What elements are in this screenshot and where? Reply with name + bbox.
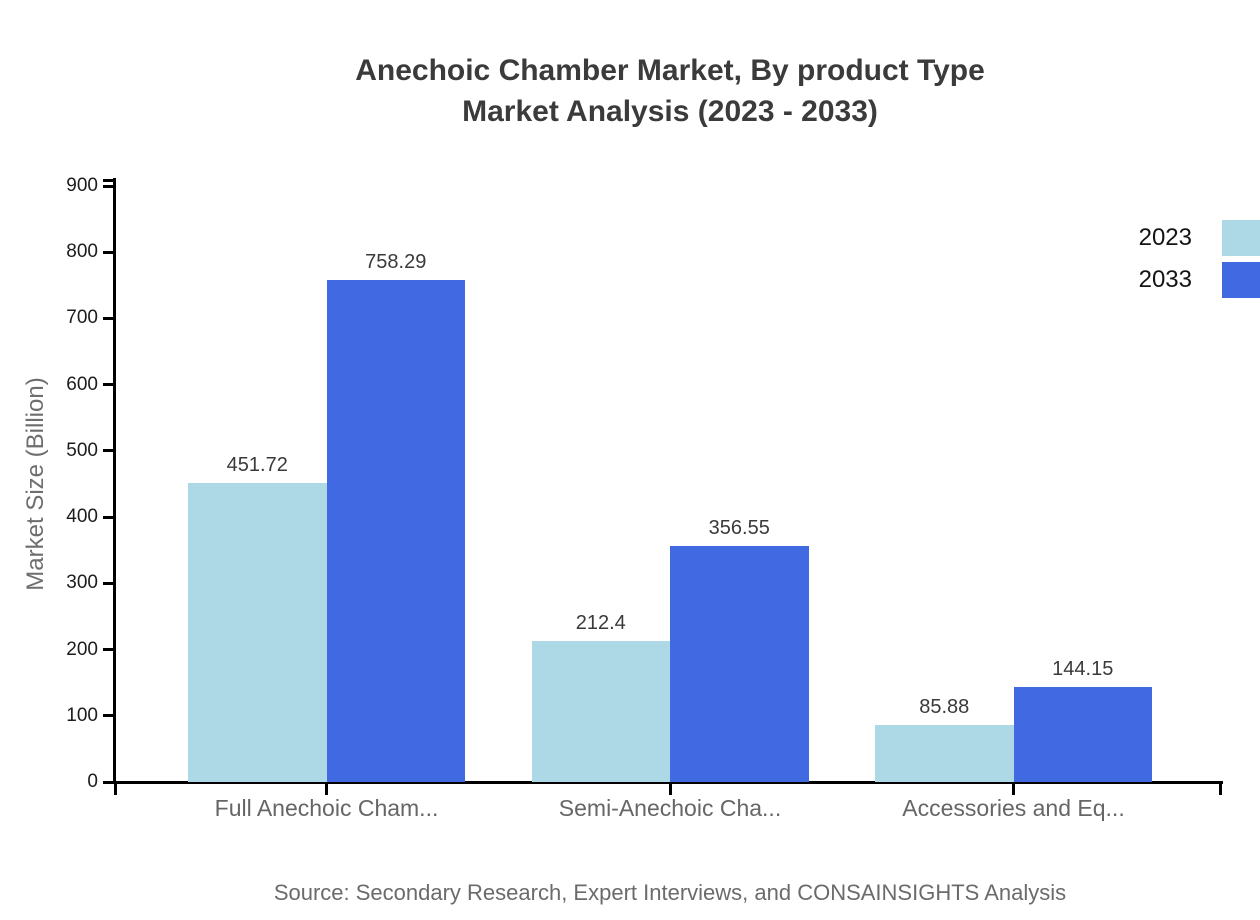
value-label-2033-1: 758.29	[365, 250, 427, 273]
value-label-2033-2: 356.55	[708, 516, 770, 539]
legend-item-2023: 2023	[1139, 220, 1260, 256]
legend-swatch-2023	[1222, 220, 1260, 256]
y-axis-tick-label: 400	[66, 506, 98, 528]
y-axis-tick	[103, 714, 115, 718]
chart-title: Anechoic Chamber Market, By product Type…	[80, 50, 1260, 132]
y-axis-end-tick	[103, 179, 115, 182]
category-label: Semi-Anechoic Cha...	[558, 795, 782, 821]
bar-2033-3	[1013, 686, 1152, 782]
y-axis-tick-label: 900	[66, 175, 98, 196]
value-label-2033-3: 144.15	[1052, 657, 1114, 680]
bar-2033-1	[326, 279, 465, 782]
y-axis-tick-label: 600	[66, 373, 98, 395]
y-axis-tick-label: 100	[66, 704, 98, 726]
y-axis-tick	[103, 780, 115, 784]
legend-label-2033: 2033	[1138, 266, 1192, 293]
y-axis-tick	[103, 449, 115, 453]
legend-label-2023: 2023	[1138, 224, 1192, 251]
x-axis-tick	[1012, 783, 1015, 795]
source-note: Source: Secondary Research, Expert Inter…	[273, 880, 1067, 905]
y-axis-tick	[103, 184, 115, 188]
y-axis-tick-label: 0	[87, 771, 98, 792]
x-axis-tick	[113, 783, 117, 795]
y-axis-tick	[103, 383, 115, 387]
x-axis-tick	[668, 783, 672, 795]
y-axis-tick-label: 800	[66, 241, 98, 263]
category-label: Accessories and Eq...	[902, 795, 1125, 821]
y-axis-tick	[103, 648, 115, 652]
bar-2023-2	[531, 641, 670, 782]
y-axis-tick	[103, 250, 115, 254]
y-axis-tick-label: 200	[66, 638, 98, 660]
y-axis-tick-label: 300	[66, 572, 98, 594]
legend-item-2033: 2033	[1139, 262, 1260, 298]
bar-2033-2	[670, 545, 809, 782]
value-label-2023-2: 212.4	[575, 612, 626, 635]
y-axis-tick	[103, 316, 115, 320]
bar-2023-3	[875, 725, 1014, 782]
value-label-2023-3: 85.88	[919, 696, 970, 719]
y-axis-line	[113, 178, 116, 784]
y-axis-tick	[103, 581, 115, 585]
category-label: Full Anechoic Cham...	[214, 795, 439, 821]
y-axis-tick-label: 500	[66, 439, 98, 461]
y-axis-tick-label: 700	[66, 307, 98, 329]
y-axis-tick	[103, 515, 115, 519]
chart-title-line2: Market Analysis (2023 - 2033)	[462, 95, 878, 128]
value-label-2023-1: 451.72	[226, 453, 288, 476]
chart-title-line1: Anechoic Chamber Market, By product Type	[355, 54, 985, 87]
y-axis-title: Market Size (Billion)	[22, 377, 49, 591]
x-axis-line	[113, 781, 1223, 784]
x-axis-tick	[325, 783, 328, 795]
legend-swatch-2033	[1222, 262, 1260, 298]
x-axis-tick	[1218, 783, 1222, 795]
bar-2023-1	[188, 482, 327, 782]
